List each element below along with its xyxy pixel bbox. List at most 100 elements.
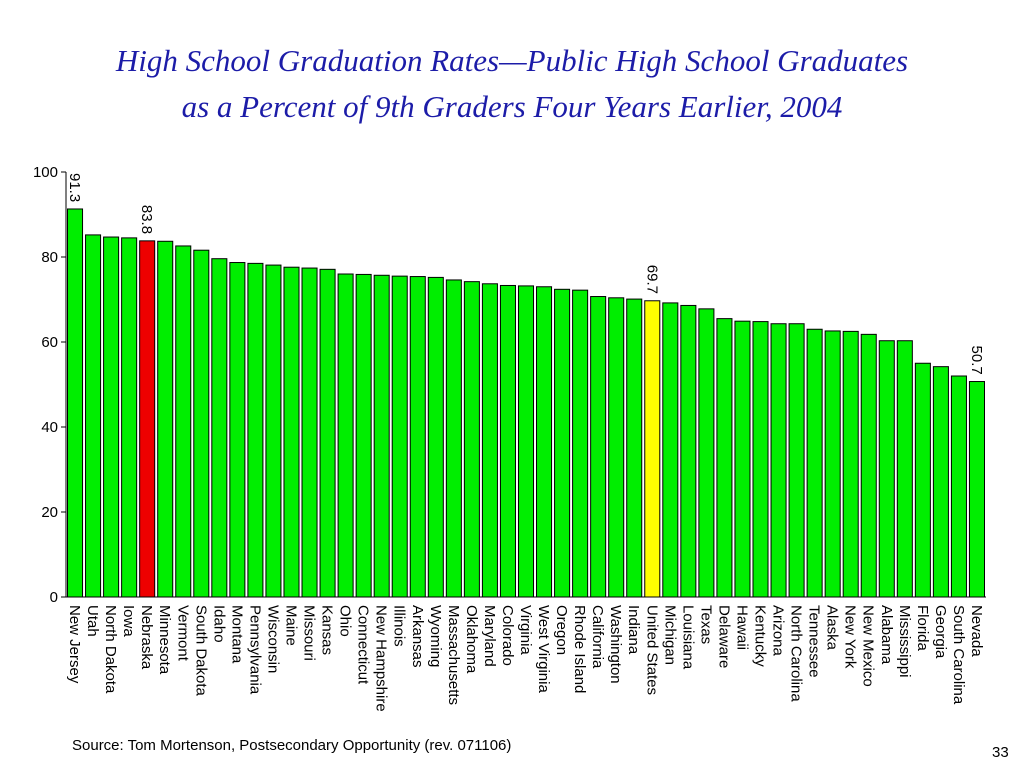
- chart-title-line2: as a Percent of 9th Graders Four Years E…: [181, 89, 843, 124]
- bar-tennessee: [806, 328, 823, 598]
- y-tick-label-0: 0: [50, 589, 58, 606]
- bar-north-dakota: [103, 236, 120, 598]
- bar-michigan: [662, 302, 679, 598]
- bar-vermont: [175, 245, 192, 598]
- x-tick-label-new-mexico: New Mexico: [860, 605, 877, 687]
- x-tick-label-maryland: Maryland: [481, 605, 498, 667]
- bar-ohio: [337, 273, 354, 598]
- x-tick-label-illinois: Illinois: [391, 605, 408, 647]
- bar-missouri: [301, 267, 318, 598]
- bar-minnesota: [157, 240, 174, 598]
- x-tick-label-south-carolina: South Carolina: [950, 605, 967, 705]
- bar-washington: [608, 297, 625, 598]
- bar-new-jersey: [67, 208, 84, 598]
- x-tick-label-vermont: Vermont: [174, 605, 191, 662]
- bar-pennsylvania: [247, 262, 264, 598]
- y-tick-label-80: 80: [41, 249, 58, 266]
- bar-new-york: [842, 330, 859, 598]
- bar-arizona: [770, 323, 787, 598]
- bar-massachusetts: [445, 279, 462, 598]
- x-tick-label-arkansas: Arkansas: [409, 605, 426, 668]
- x-tick-label-maine: Maine: [282, 605, 299, 646]
- bar-nevada: [968, 381, 985, 598]
- x-tick-label-colorado: Colorado: [499, 605, 516, 666]
- bar-utah: [85, 234, 102, 598]
- x-tick-label-nevada: Nevada: [968, 605, 985, 657]
- data-label-new-jersey: 91.3: [66, 173, 83, 202]
- bar-iowa: [121, 237, 138, 598]
- bar-alaska: [824, 330, 841, 598]
- x-tick-label-montana: Montana: [228, 605, 245, 664]
- bar-texas: [698, 308, 715, 598]
- x-tick-label-indiana: Indiana: [625, 605, 642, 655]
- x-tick-label-kansas: Kansas: [319, 605, 336, 655]
- x-tick-label-pennsylvania: Pennsylvania: [246, 605, 263, 695]
- x-tick-label-delaware: Delaware: [715, 605, 732, 668]
- x-tick-label-wisconsin: Wisconsin: [264, 605, 281, 673]
- x-tick-label-alabama: Alabama: [878, 605, 895, 665]
- x-tick-label-nebraska: Nebraska: [138, 605, 155, 670]
- x-tick-label-kentucky: Kentucky: [752, 605, 769, 667]
- bar-north-carolina: [788, 323, 805, 598]
- bar-montana: [229, 262, 246, 598]
- x-tick-label-wyoming: Wyoming: [427, 605, 444, 667]
- x-tick-label-rhode-island: Rhode Island: [571, 605, 588, 693]
- bar-colorado: [499, 284, 516, 598]
- x-tick-label-missouri: Missouri: [301, 605, 318, 661]
- bar-south-dakota: [193, 249, 210, 598]
- x-tick-label-massachusetts: Massachusetts: [445, 605, 462, 705]
- x-tick-label-texas: Texas: [697, 605, 714, 644]
- bar-wisconsin: [265, 264, 282, 598]
- x-tick-label-mississippi: Mississippi: [896, 605, 913, 678]
- bar-alabama: [878, 340, 895, 598]
- bar-georgia: [932, 366, 949, 598]
- bar-idaho: [211, 258, 228, 598]
- y-tick-label-60: 60: [41, 334, 58, 351]
- y-tick-label-40: 40: [41, 419, 58, 436]
- bar-kentucky: [752, 321, 769, 598]
- data-label-nevada: 50.7: [968, 346, 985, 375]
- x-tick-label-new-york: New York: [842, 605, 859, 669]
- page-number: 33: [992, 744, 1009, 761]
- bar-maine: [283, 266, 300, 598]
- bar-florida: [914, 362, 931, 598]
- x-tick-label-minnesota: Minnesota: [156, 605, 173, 675]
- x-tick-label-alaska: Alaska: [824, 605, 841, 651]
- bar-south-carolina: [950, 375, 967, 598]
- y-tick-label-20: 20: [41, 504, 58, 521]
- bar-maryland: [481, 283, 498, 598]
- x-tick-label-north-dakota: North Dakota: [102, 605, 119, 694]
- x-tick-label-united-states: United States: [643, 605, 660, 695]
- x-tick-label-oklahoma: Oklahoma: [463, 605, 480, 674]
- x-tick-label-west-virginia: West Virginia: [535, 605, 552, 693]
- bar-west-virginia: [536, 286, 553, 598]
- bar-new-hampshire: [373, 274, 390, 598]
- x-tick-label-georgia: Georgia: [932, 605, 949, 659]
- x-tick-label-north-carolina: North Carolina: [788, 605, 805, 702]
- bar-nebraska: [139, 240, 156, 598]
- data-label-nebraska: 83.8: [138, 205, 155, 234]
- bar-connecticut: [355, 273, 372, 598]
- bar-rhode-island: [572, 289, 589, 598]
- bar-delaware: [716, 318, 733, 598]
- x-tick-label-iowa: Iowa: [120, 605, 137, 637]
- bar-california: [590, 296, 607, 598]
- x-tick-label-virginia: Virginia: [517, 605, 534, 655]
- bar-arkansas: [409, 276, 426, 598]
- x-tick-label-hawaii: Hawaii: [733, 605, 750, 650]
- chart-title-line1: High School Graduation Rates—Public High…: [115, 43, 909, 78]
- bar-illinois: [391, 275, 408, 598]
- bar-kansas: [319, 268, 336, 598]
- x-tick-label-florida: Florida: [914, 605, 931, 652]
- bar-hawaii: [734, 320, 751, 598]
- x-tick-label-washington: Washington: [607, 605, 624, 684]
- bar-wyoming: [427, 276, 444, 598]
- bar-new-mexico: [860, 333, 877, 598]
- x-tick-label-connecticut: Connecticut: [355, 605, 372, 685]
- x-tick-label-utah: Utah: [84, 605, 101, 637]
- x-tick-label-california: California: [589, 605, 606, 669]
- bar-louisiana: [680, 304, 697, 598]
- y-tick-label-100: 100: [33, 164, 58, 181]
- bar-oregon: [554, 288, 571, 598]
